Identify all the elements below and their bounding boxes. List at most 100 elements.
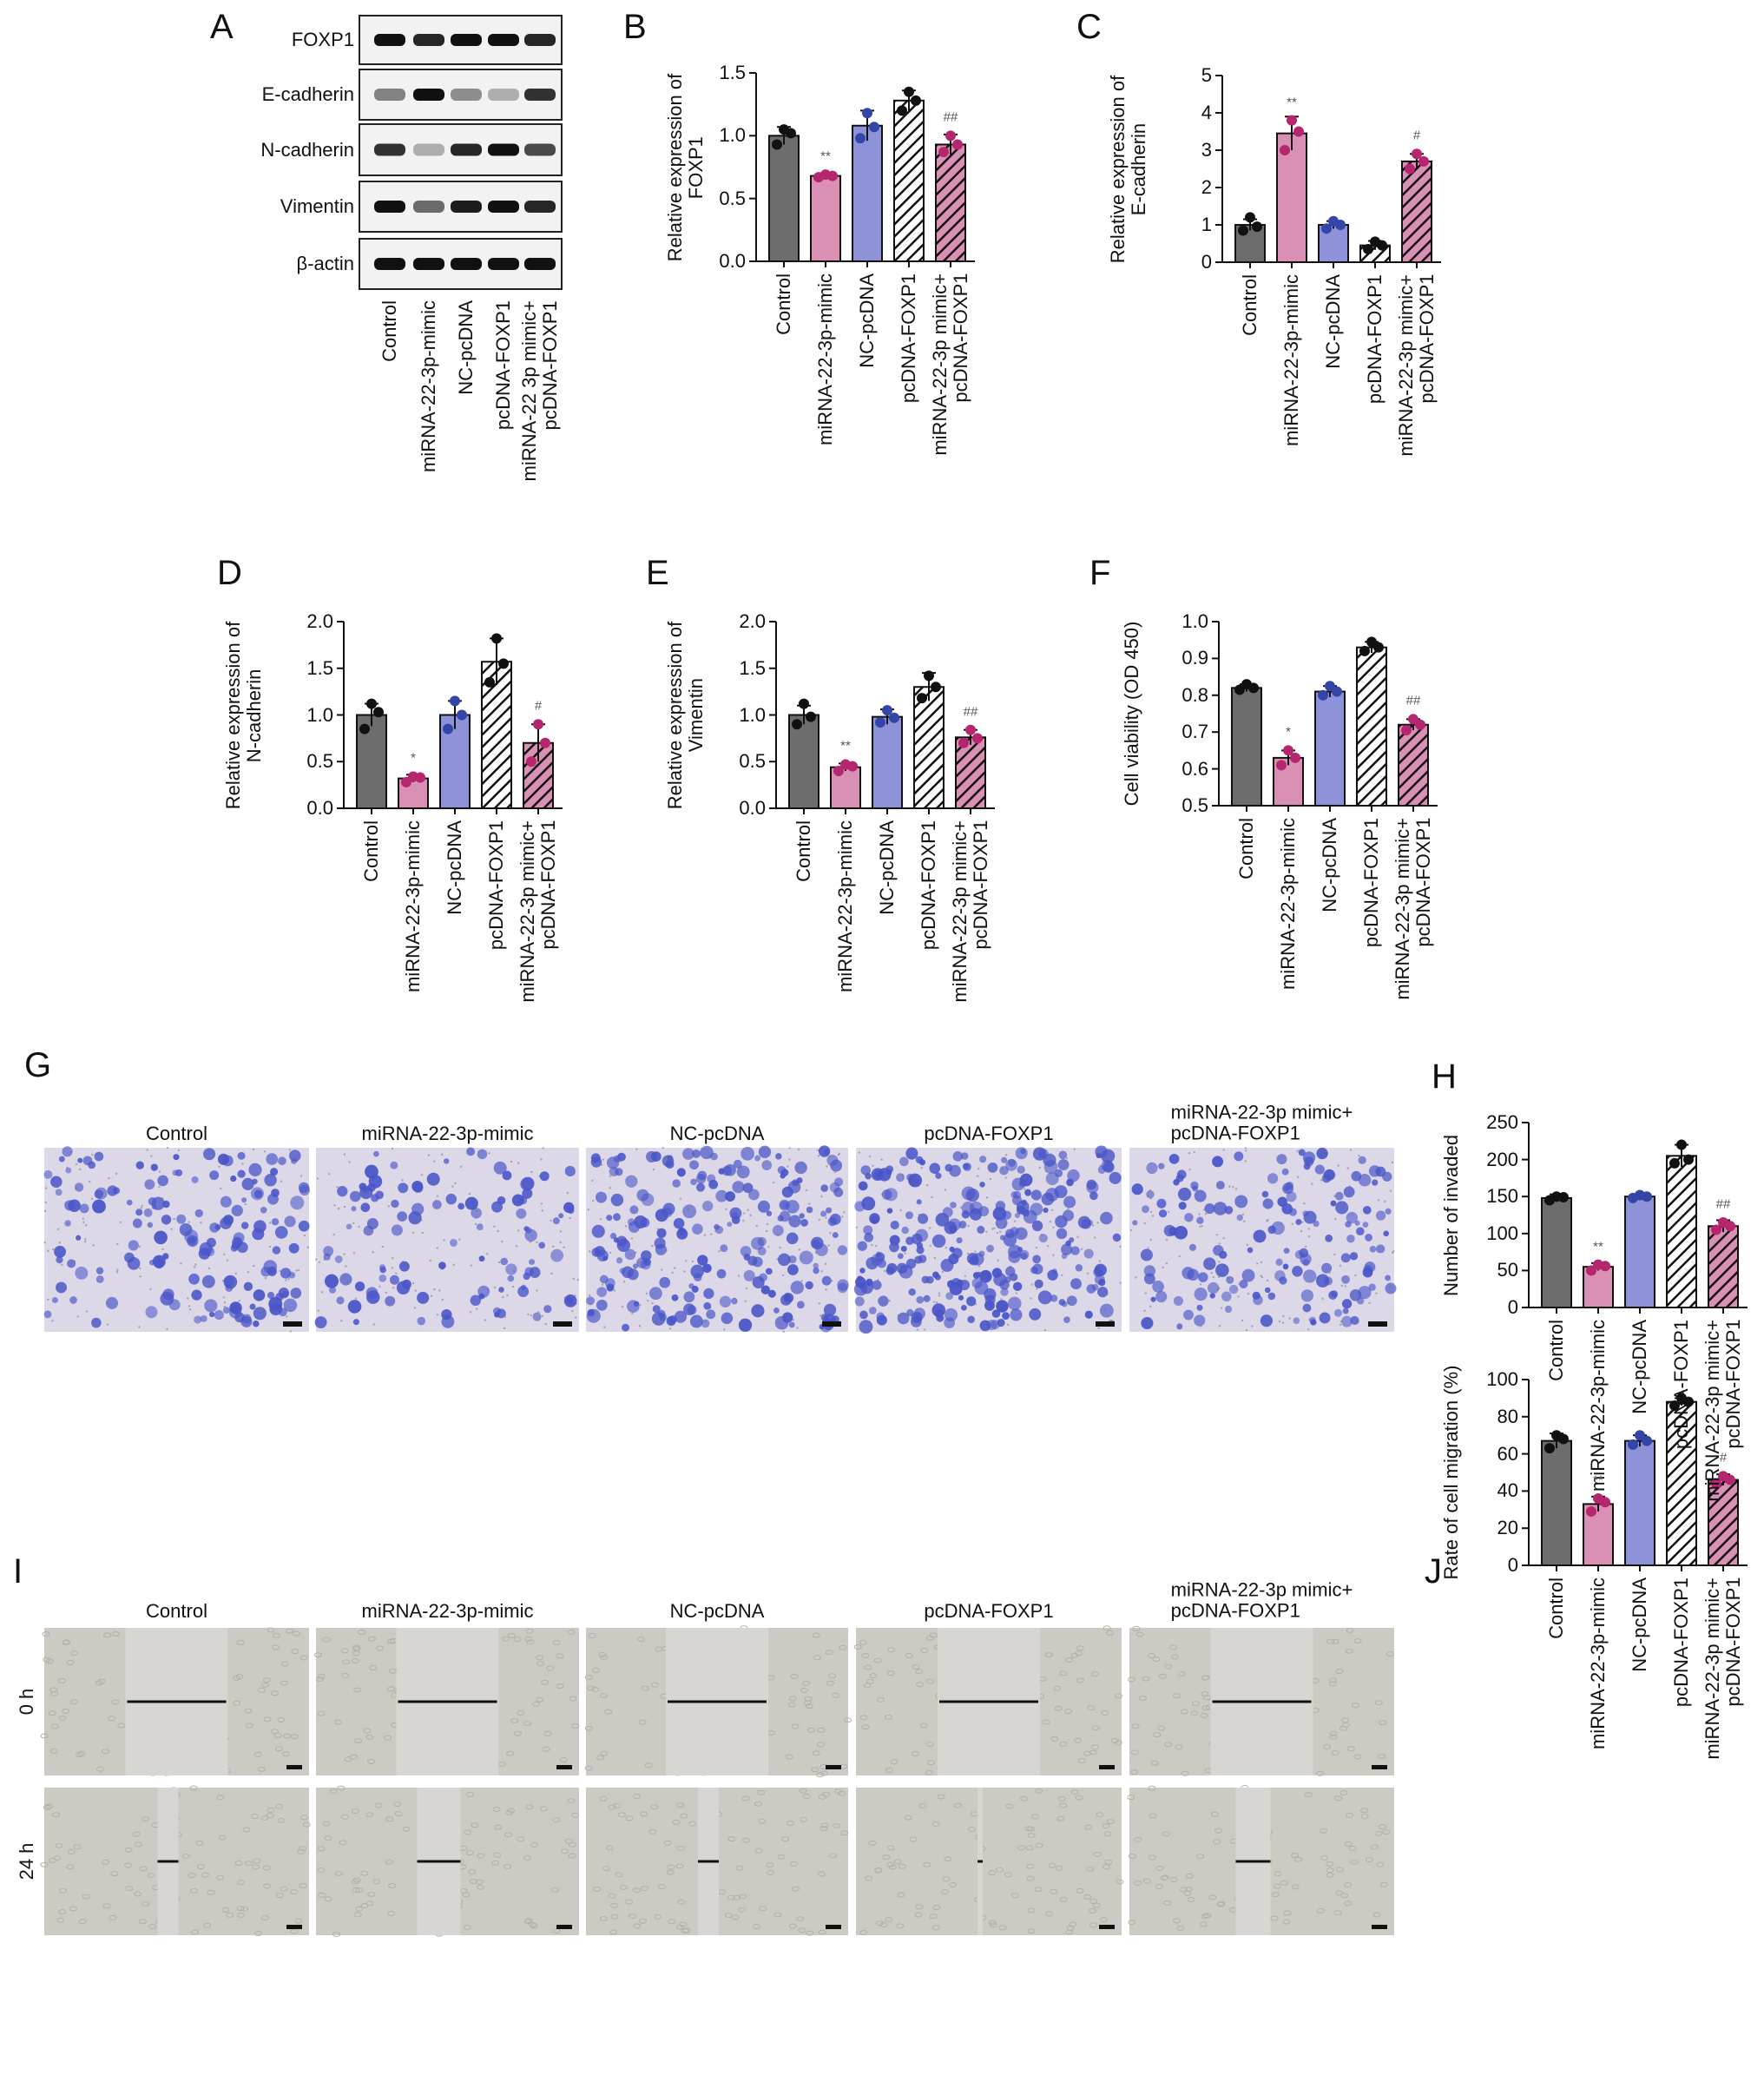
cell <box>913 1307 926 1320</box>
cell <box>132 1831 141 1837</box>
data-point <box>1318 689 1328 701</box>
cell <box>396 1281 411 1294</box>
pore <box>843 1211 846 1214</box>
cell <box>884 1714 892 1720</box>
y-tick-label: 1.0 <box>719 124 746 147</box>
cell <box>1236 1214 1243 1222</box>
data-point <box>1544 1443 1555 1454</box>
pore <box>777 1234 780 1236</box>
cell <box>1091 1283 1099 1291</box>
pore <box>966 1252 970 1255</box>
cell <box>217 1153 230 1165</box>
cell <box>250 1814 259 1820</box>
pore <box>82 1217 85 1220</box>
cell <box>1329 1734 1338 1740</box>
blot-band <box>524 258 556 270</box>
cell <box>788 1215 801 1228</box>
cell <box>241 1197 247 1203</box>
cell <box>715 1189 728 1202</box>
cell <box>1234 1195 1248 1209</box>
cell <box>49 1687 58 1693</box>
cell <box>250 1187 264 1201</box>
cell <box>506 1750 515 1756</box>
pore <box>510 1160 513 1163</box>
blot-band <box>451 258 482 270</box>
cell <box>110 1871 119 1877</box>
pore <box>265 1209 267 1211</box>
cell <box>666 1869 675 1875</box>
cell <box>979 1182 985 1188</box>
cell <box>617 1152 626 1162</box>
cell <box>1239 1280 1248 1289</box>
pore <box>61 1263 63 1266</box>
cell <box>632 1263 638 1269</box>
cell <box>443 1158 450 1164</box>
cell <box>1096 1812 1104 1818</box>
data-point <box>904 86 914 97</box>
cell <box>721 1312 734 1325</box>
cell <box>242 1827 251 1833</box>
x-tick-label: miRNA-22-3p mimic+ pcDNA-FOXP1 <box>1701 1578 1744 1760</box>
pore <box>661 1268 663 1271</box>
bar <box>913 686 945 809</box>
cell <box>586 1308 601 1323</box>
cell <box>513 1637 522 1643</box>
pore <box>158 1170 161 1173</box>
cell <box>462 1892 471 1898</box>
cell <box>702 1263 712 1274</box>
cell <box>280 1268 292 1279</box>
pore <box>1091 1224 1095 1227</box>
cell <box>214 1309 224 1321</box>
cell <box>76 1235 82 1241</box>
cell <box>351 1206 357 1212</box>
pore <box>880 1158 883 1162</box>
pore <box>964 1275 967 1277</box>
cell <box>1334 1795 1343 1801</box>
cell <box>1050 1888 1058 1894</box>
cell <box>1261 1190 1269 1198</box>
cell <box>710 1152 718 1161</box>
cell <box>1089 1899 1098 1905</box>
pore <box>530 1192 533 1195</box>
pore <box>316 1177 319 1180</box>
cell <box>741 1795 750 1801</box>
cell <box>1385 1275 1392 1281</box>
pore <box>530 1170 533 1174</box>
pore <box>645 1292 648 1295</box>
cell <box>225 1283 234 1292</box>
cell <box>1194 1288 1208 1301</box>
cell <box>689 1314 703 1328</box>
pore <box>299 1175 303 1177</box>
cell <box>160 1291 174 1306</box>
cell <box>272 1644 280 1650</box>
cell <box>1143 1265 1156 1277</box>
cell <box>1304 1792 1313 1798</box>
data-point <box>1377 240 1387 251</box>
cell <box>1109 1171 1122 1184</box>
pore <box>904 1252 906 1255</box>
cell <box>1089 1922 1098 1928</box>
cell <box>796 1301 805 1309</box>
cell <box>787 1702 796 1708</box>
pore <box>888 1300 891 1302</box>
pore <box>287 1278 290 1281</box>
y-tick-label: 0.7 <box>1181 721 1208 743</box>
cell <box>1015 1227 1028 1241</box>
cell <box>507 1275 515 1282</box>
pore <box>247 1284 250 1287</box>
cell <box>359 1186 373 1200</box>
panel-letter: A <box>210 8 234 46</box>
cell <box>1314 1164 1325 1175</box>
cell <box>148 1259 155 1266</box>
pore <box>829 1231 832 1235</box>
cell <box>477 1853 485 1859</box>
cell <box>275 1293 284 1301</box>
cell <box>591 1224 605 1238</box>
x-tick-label: NC-pcDNA <box>1318 818 1340 912</box>
cell <box>530 1923 538 1929</box>
cell <box>1061 1253 1068 1260</box>
cell <box>358 1630 366 1636</box>
cell <box>929 1632 938 1638</box>
cell <box>1088 1907 1096 1913</box>
x-tick-label: pcDNA-FOXP1 <box>897 273 919 404</box>
